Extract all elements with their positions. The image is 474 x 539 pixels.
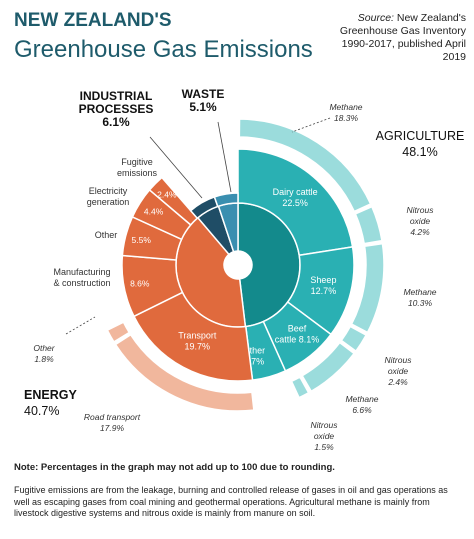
- label-sheep: Sheep 12.7%: [310, 275, 336, 296]
- label-dairy-cattle: Dairy cattle 22.5%: [273, 187, 318, 208]
- waste-outer-slice: [213, 192, 239, 208]
- sector-agriculture-name: AGRICULTURE: [376, 129, 465, 143]
- footnote: Fugitive emissions are from the leakage,…: [14, 485, 448, 518]
- sector-energy-value: 40.7%: [24, 404, 59, 418]
- leader-energy-other: [65, 316, 96, 335]
- label-agriculture-other: Other 4.7%: [243, 345, 266, 366]
- sector-waste: WASTE 5.1%: [182, 87, 225, 114]
- sector-agriculture-value: 48.1%: [402, 145, 437, 159]
- gas-label-nitrous-oxide-1: Nitrous oxide 4.2%: [407, 205, 435, 237]
- source-label: Source:: [357, 12, 394, 24]
- label-energy-outer-other: Other 1.8%: [33, 343, 55, 364]
- rounding-note: Note: Percentages in the graph may not a…: [14, 462, 335, 473]
- chart-title-line1: NEW ZEALAND'S: [14, 10, 172, 31]
- label-fugitive-emissions: Fugitive emissions: [117, 157, 158, 178]
- agriculture-slice-dairy-cattle: [237, 148, 354, 257]
- agriculture-gas-methane-0: [238, 118, 372, 213]
- agriculture-gas-methane-2: [350, 242, 385, 334]
- sector-industrial: INDUSTRIAL PROCESSES 6.1%: [79, 89, 154, 129]
- source-text: New Zealand's Greenhouse Gas Inventory 1…: [339, 12, 466, 63]
- agriculture-gas-nitrous-oxide-1: [354, 205, 383, 245]
- label-manufacturing: Manufacturing & construction: [53, 267, 110, 288]
- gas-label-methane-4: Methane 6.6%: [345, 394, 378, 415]
- pointer-waste: [217, 121, 232, 193]
- chart-title-line2: Greenhouse Gas Emissions: [14, 36, 313, 63]
- pointer-industrial: [149, 136, 203, 199]
- value-electricity-generation: 4.4%: [144, 206, 164, 216]
- agriculture-gas-nitrous-oxide-5: [290, 376, 310, 399]
- label-electricity-generation: Electricity generation: [87, 186, 130, 207]
- gas-label-nitrous-oxide-5: Nitrous oxide 1.5%: [311, 420, 339, 452]
- label-energy-other: Other: [95, 230, 118, 240]
- agriculture-gas-nitrous-oxide-3: [340, 325, 368, 353]
- label-transport: Transport 19.7%: [178, 331, 217, 352]
- value-other: 5.5%: [132, 235, 152, 245]
- label-beef-cattle: Beef cattle 8.1%: [275, 324, 320, 345]
- leader-agriculture-methane: [291, 117, 331, 133]
- agriculture-gas-methane-4: [301, 341, 356, 393]
- label-road-transport: Road transport 17.9%: [84, 412, 141, 433]
- source-note: Source: New Zealand's Greenhouse Gas Inv…: [326, 12, 466, 64]
- value-fugitive-emissions: 2.4%: [157, 190, 177, 200]
- energy-outer-other: [106, 321, 131, 343]
- sector-energy-name: ENERGY: [24, 388, 77, 402]
- gas-label-methane-0: Methane 18.3%: [329, 102, 362, 123]
- gas-label-nitrous-oxide-3: Nitrous oxide 2.4%: [385, 355, 413, 387]
- emissions-chart: Dairy cattle 22.5% Sheep 12.7% Beef cattle 8.…: [24, 87, 465, 452]
- value-manufacturing-construction: 8.6%: [130, 279, 150, 289]
- gas-label-methane-2: Methane 10.3%: [403, 287, 436, 308]
- energy-outer-road-transport: [114, 333, 255, 412]
